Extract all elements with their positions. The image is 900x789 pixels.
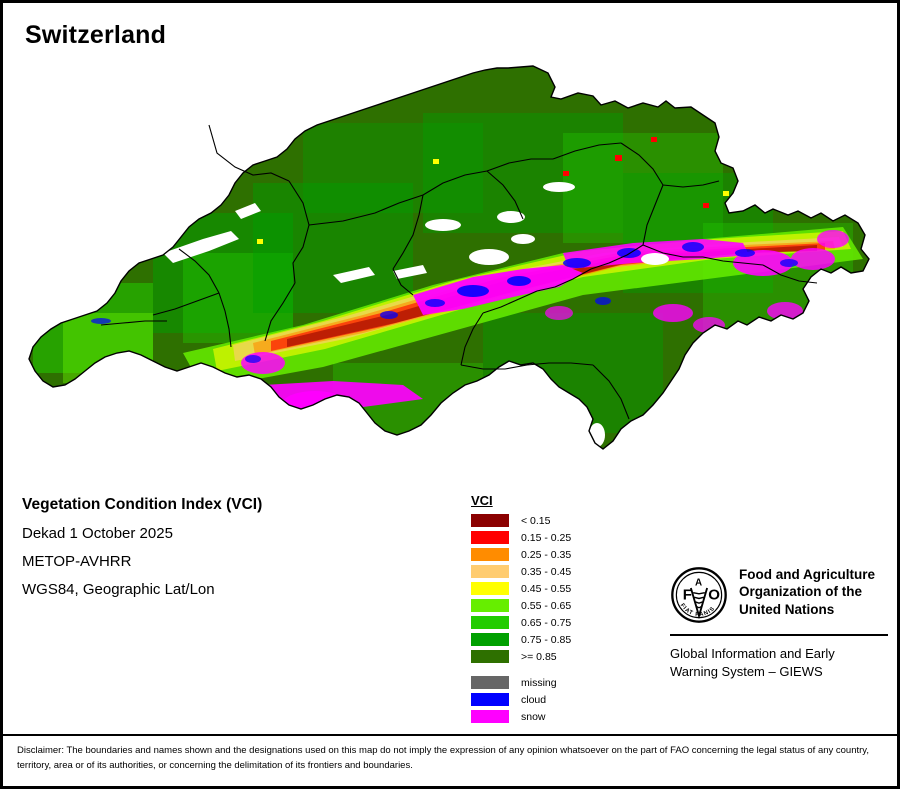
fao-header: F O A FIAT PANIS Food and Agriculture Or…: [670, 566, 892, 624]
legend-label: snow: [521, 710, 546, 723]
legend-label: missing: [521, 676, 557, 689]
legend-swatch: [471, 633, 509, 646]
legend-label: 0.65 - 0.75: [521, 616, 572, 629]
legend-swatch: [471, 616, 509, 629]
legend-swatch: [471, 582, 509, 595]
giews-system-name: Global Information and Early Warning Sys…: [670, 645, 892, 680]
legend-row: 0.45 - 0.55: [471, 581, 641, 596]
legend-label: cloud: [521, 693, 547, 706]
legend-swatch: [471, 565, 509, 578]
legend-row: 0.65 - 0.75: [471, 615, 641, 630]
legend-row: >= 0.85: [471, 649, 641, 664]
fao-org-line-1: Food and Agriculture: [739, 567, 875, 582]
giews-line-1: Global Information and Early: [670, 646, 835, 661]
legend-class-list: < 0.15 0.15 - 0.25 0.25 - 0.35 0.35 - 0.45 0…: [471, 513, 641, 664]
map-raster[interactable]: [3, 63, 897, 483]
giews-line-2: Warning System – GIEWS: [670, 663, 823, 679]
legend-label: 0.35 - 0.45: [521, 565, 572, 578]
legend-row: 0.75 - 0.85: [471, 632, 641, 647]
disclaimer-box: Disclaimer: The boundaries and names sho…: [3, 734, 897, 786]
fao-org-line-3: United Nations: [739, 601, 835, 617]
legend-swatch: [471, 548, 509, 561]
map-pixels: [29, 66, 869, 449]
legend-row: snow: [471, 709, 641, 724]
svg-text:O: O: [708, 587, 720, 604]
legend-swatch: [471, 676, 509, 689]
disclaimer-text: Disclaimer: The boundaries and names sho…: [17, 745, 869, 771]
fao-divider: [670, 634, 888, 636]
legend-row: cloud: [471, 692, 641, 707]
map-metadata: Vegetation Condition Index (VCI) Dekad 1…: [22, 496, 442, 609]
legend-swatch: [471, 693, 509, 706]
legend-swatch: [471, 514, 509, 527]
legend-label: 0.75 - 0.85: [521, 633, 572, 646]
boundary-lines: [28, 65, 870, 450]
legend-swatch: [471, 650, 509, 663]
legend-swatch: [471, 531, 509, 544]
map-legend: VCI < 0.15 0.15 - 0.25 0.25 - 0.35 0.35 - 0…: [471, 492, 641, 726]
svg-text:F: F: [683, 587, 692, 604]
fao-branding: F O A FIAT PANIS Food and Agriculture Or…: [670, 566, 892, 680]
legend-row: 0.55 - 0.65: [471, 598, 641, 613]
page-title: Switzerland: [25, 21, 167, 49]
legend-row: 0.25 - 0.35: [471, 547, 641, 562]
legend-label: >= 0.85: [521, 650, 557, 663]
legend-title: VCI: [471, 493, 493, 508]
legend-label: < 0.15: [521, 514, 551, 527]
svg-text:A: A: [695, 578, 702, 589]
legend-label: 0.15 - 0.25: [521, 531, 572, 544]
legend-row: < 0.15: [471, 513, 641, 528]
legend-label: 0.45 - 0.55: [521, 582, 572, 595]
meta-projection: WGS84, Geographic Lat/Lon: [22, 581, 215, 598]
fao-logo-icon: F O A FIAT PANIS: [671, 567, 727, 623]
legend-row: missing: [471, 675, 641, 690]
legend-row: 0.15 - 0.25: [471, 530, 641, 545]
legend-swatch: [471, 710, 509, 723]
meta-sensor: METOP-AVHRR: [22, 553, 132, 570]
legend-special-list: missing cloud snow: [471, 675, 641, 724]
switzerland-map-svg: [28, 65, 870, 450]
meta-index-name: Vegetation Condition Index (VCI): [22, 496, 263, 513]
legend-swatch: [471, 599, 509, 612]
legend-label: 0.25 - 0.35: [521, 548, 572, 561]
legend-row: 0.35 - 0.45: [471, 564, 641, 579]
meta-period: Dekad 1 October 2025: [22, 525, 173, 542]
fao-organization-name: Food and Agriculture Organization of the…: [739, 566, 875, 618]
fao-org-line-2: Organization of the: [739, 584, 862, 600]
legend-label: 0.55 - 0.65: [521, 599, 572, 612]
